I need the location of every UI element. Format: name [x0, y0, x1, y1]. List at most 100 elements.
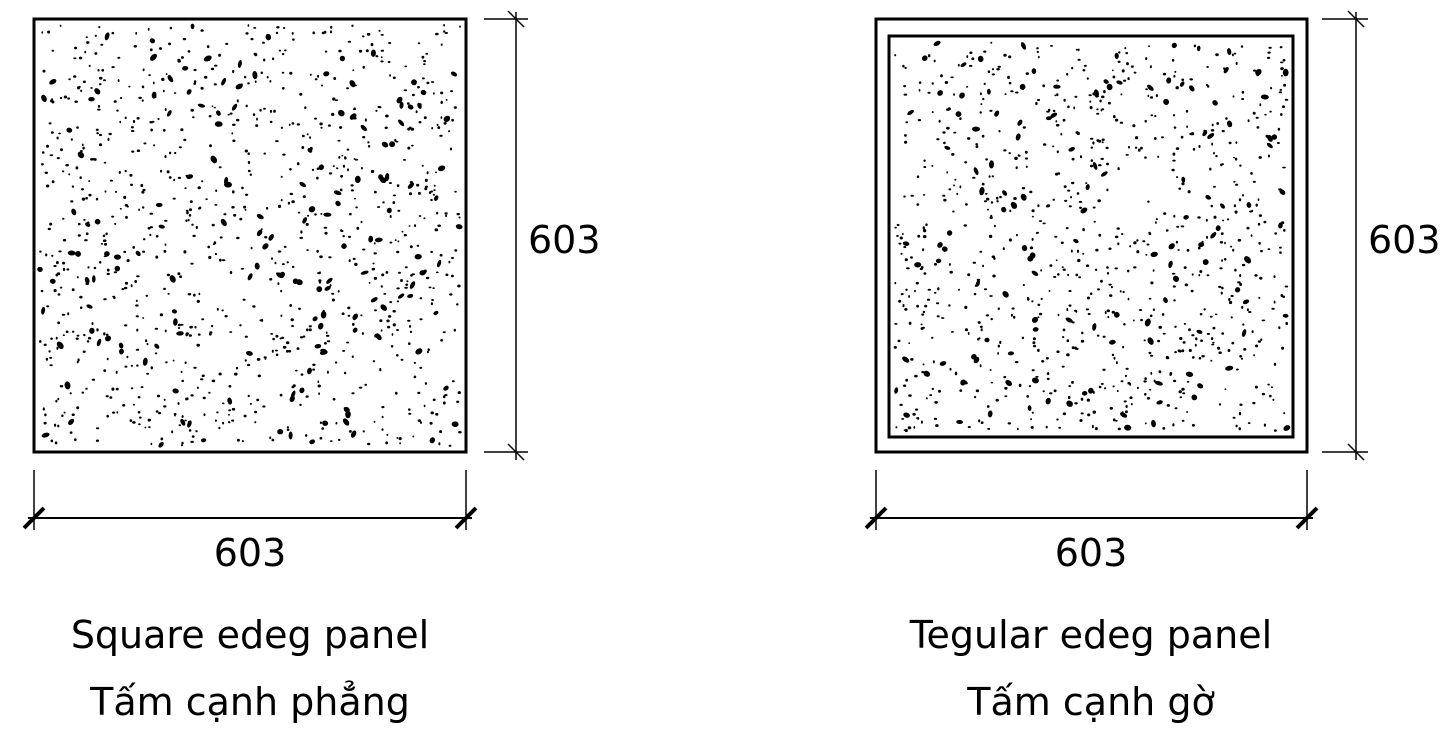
texture-speck: [898, 299, 902, 303]
texture-speck: [404, 286, 408, 289]
texture-speck: [1080, 397, 1084, 401]
texture-speck: [395, 391, 398, 395]
texture-speck: [129, 173, 133, 177]
texture-speck: [229, 112, 233, 115]
texture-speck: [218, 166, 222, 169]
texture-speck: [351, 392, 355, 395]
texture-speck: [1174, 70, 1177, 73]
texture-speck: [56, 341, 64, 350]
texture-speck: [1278, 91, 1283, 94]
texture-speck: [380, 56, 383, 59]
texture-speck: [1050, 112, 1058, 119]
texture-speck: [280, 289, 283, 293]
texture-speck: [142, 206, 145, 209]
texture-speck: [448, 444, 452, 447]
texture-speck: [197, 186, 201, 190]
texture-speck: [1082, 228, 1085, 232]
texture-speck: [922, 363, 925, 366]
texture-speck: [59, 96, 63, 100]
texture-speck: [1249, 210, 1253, 213]
texture-speck: [1149, 388, 1152, 391]
texture-speck: [304, 106, 307, 109]
texture-speck: [1175, 240, 1178, 244]
texture-speck: [416, 183, 420, 187]
texture-speck: [318, 164, 324, 171]
texture-speck: [247, 82, 250, 85]
texture-speck: [1097, 199, 1101, 203]
texture-speck: [894, 281, 897, 285]
texture-speck: [1274, 232, 1277, 235]
texture-speck: [397, 293, 405, 299]
texture-speck: [151, 120, 155, 123]
texture-speck: [197, 333, 201, 336]
texture-speck: [407, 104, 414, 110]
texture-speck: [933, 40, 941, 47]
texture-speck: [396, 300, 400, 303]
texture-speck: [972, 261, 976, 264]
texture-speck: [935, 424, 939, 428]
texture-speck: [314, 343, 322, 349]
texture-speck: [1260, 94, 1269, 100]
texture-speck: [1086, 296, 1090, 300]
texture-speck: [338, 438, 341, 441]
texture-speck: [426, 81, 430, 85]
texture-speck: [398, 437, 402, 441]
texture-speck: [345, 410, 351, 419]
texture-speck: [1003, 53, 1007, 57]
texture-speck: [973, 292, 977, 296]
texture-speck: [193, 293, 196, 297]
texture-speck: [1191, 132, 1195, 136]
texture-speck: [322, 420, 329, 426]
texture-speck: [209, 144, 212, 148]
texture-speck: [285, 349, 289, 353]
texture-speck: [953, 93, 955, 96]
texture-speck: [1008, 81, 1012, 85]
texture-speck: [1056, 79, 1060, 82]
texture-speck: [443, 121, 447, 125]
texture-speck: [440, 43, 443, 46]
texture-speck: [1090, 159, 1094, 162]
texture-speck: [254, 80, 257, 83]
texture-speck: [432, 287, 435, 289]
texture-speck: [155, 255, 159, 259]
texture-speck: [922, 229, 927, 232]
texture-speck: [1061, 365, 1065, 368]
texture-speck: [1282, 68, 1289, 77]
texture-speck: [396, 329, 399, 331]
texture-speck: [221, 309, 224, 312]
texture-speck: [48, 122, 52, 125]
texture-speck: [68, 173, 71, 176]
texture-speck: [914, 262, 922, 268]
texture-speck: [455, 224, 463, 230]
texture-speck: [957, 63, 960, 67]
texture-speck: [317, 74, 320, 78]
texture-speck: [209, 331, 213, 334]
texture-speck: [1194, 343, 1197, 347]
texture-speck: [1025, 72, 1030, 75]
texture-speck: [1186, 380, 1190, 383]
texture-speck: [187, 293, 192, 296]
texture-speck: [263, 152, 266, 155]
texture-speck: [1040, 269, 1043, 272]
texture-speck: [164, 329, 167, 333]
texture-speck: [130, 364, 133, 367]
texture-speck: [422, 77, 425, 80]
texture-speck: [1247, 119, 1250, 123]
texture-speck: [218, 53, 222, 57]
texture-speck: [407, 293, 414, 299]
texture-speck: [1136, 239, 1139, 242]
texture-speck: [79, 295, 83, 299]
texture-speck: [323, 212, 332, 217]
texture-speck: [1101, 95, 1105, 99]
texture-speck: [296, 347, 300, 350]
texture-speck: [1233, 52, 1237, 55]
texture-speck: [264, 236, 268, 239]
texture-speck: [57, 321, 60, 325]
texture-speck: [430, 81, 435, 83]
texture-speck: [1144, 422, 1147, 425]
texture-speck: [1085, 182, 1088, 185]
texture-speck: [198, 292, 201, 296]
texture-speck: [428, 191, 432, 194]
texture-speck: [169, 151, 172, 155]
texture-speck: [280, 126, 283, 129]
